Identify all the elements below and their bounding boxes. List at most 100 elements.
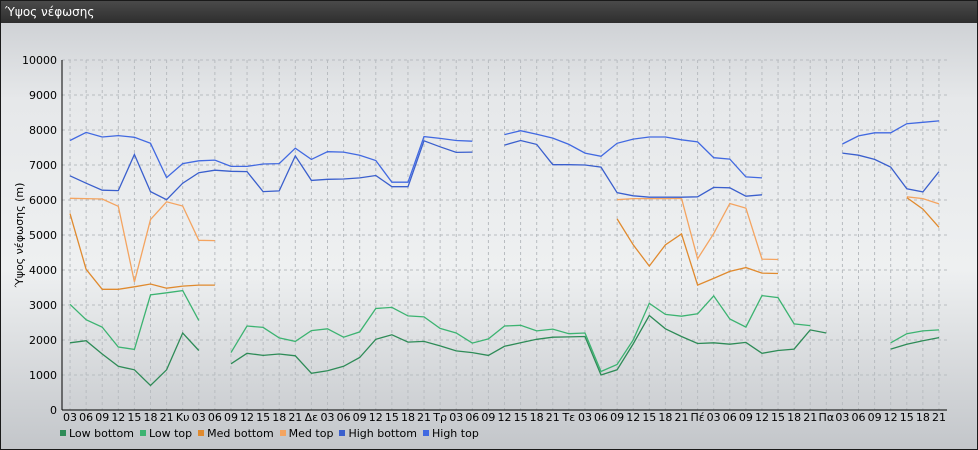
- x-tick-label: 21: [160, 411, 174, 424]
- y-tick-label: 7000: [29, 159, 57, 172]
- y-axis-label: Ύψος νέφωσης (m): [13, 183, 26, 289]
- x-tick-label: 18: [144, 411, 158, 424]
- x-tick-label: 15: [514, 411, 528, 424]
- x-tick-label: 03: [321, 411, 335, 424]
- y-tick-label: 4000: [29, 264, 57, 277]
- x-tick-label: 03: [63, 411, 77, 424]
- legend-label: Med top: [288, 426, 334, 440]
- x-tick-label: 06: [79, 411, 93, 424]
- x-tick-label: 18: [787, 411, 801, 424]
- x-tick-label: 12: [755, 411, 769, 424]
- x-tick-label: 18: [658, 411, 672, 424]
- x-tick-label: 03: [192, 411, 206, 424]
- series-line-segment: [842, 120, 940, 145]
- legend-item: High top: [423, 427, 479, 440]
- x-tick-label: 12: [111, 411, 125, 424]
- series-line-segment: [69, 213, 215, 290]
- y-tick-label: 6000: [29, 194, 57, 207]
- x-tick-label: 21: [546, 411, 560, 424]
- legend-swatch: [279, 430, 286, 436]
- x-tick-label: 21: [675, 411, 689, 424]
- series-0: [69, 314, 940, 387]
- series-line-segment: [69, 289, 200, 351]
- legend-label: High top: [432, 426, 479, 440]
- window-title: Ύψος νέφωσης: [1, 1, 977, 23]
- x-tick-label: 06: [852, 411, 866, 424]
- x-tick-label: 06: [594, 411, 608, 424]
- series-line-segment: [616, 218, 779, 286]
- legend-swatch: [339, 430, 346, 436]
- series-3: [69, 196, 940, 283]
- series-line-segment: [230, 314, 827, 376]
- x-tick-label: 06: [723, 411, 737, 424]
- series-line-segment: [69, 131, 473, 183]
- x-tick-label: 03: [835, 411, 849, 424]
- series-line-segment: [890, 336, 940, 350]
- x-tick-label: 09: [481, 411, 495, 424]
- legend: Low bottom Low top Med bottom Med top High b…: [60, 426, 479, 440]
- legend-label: Low bottom: [69, 426, 134, 440]
- x-tick-label: 09: [95, 411, 109, 424]
- y-tick-labels: 0 1000 2000 3000 4000 5000 6000 7000 8000 9000 100…: [22, 54, 57, 417]
- y-tick-label: 10000: [22, 54, 57, 67]
- legend-label: Low top: [148, 426, 193, 440]
- y-tick-label: 2000: [29, 334, 57, 347]
- series-5: [69, 120, 940, 183]
- x-tick-label: 15: [127, 411, 141, 424]
- series-line-segment: [842, 152, 940, 193]
- x-tick-label: 06: [208, 411, 222, 424]
- series-4: [69, 139, 940, 201]
- legend-swatch: [423, 430, 429, 436]
- x-tick-label: 15: [642, 411, 656, 424]
- y-tick-label: 5000: [29, 229, 57, 242]
- x-tick-label: 21: [803, 411, 817, 424]
- legend-item: Low bottom: [60, 427, 134, 440]
- x-tick-label: 03: [707, 411, 721, 424]
- series-2: [69, 197, 940, 290]
- series-line-segment: [69, 331, 200, 387]
- x-tick-label: Δε: [305, 411, 319, 424]
- x-tick-label: Τρ: [432, 411, 447, 424]
- y-tick-label: 1000: [29, 369, 57, 382]
- series-line-segment: [906, 197, 940, 228]
- axes: [61, 60, 947, 411]
- legend-label: High bottom: [348, 426, 417, 440]
- x-tick-label: 18: [916, 411, 930, 424]
- series-line-segment: [69, 139, 473, 201]
- x-tick-label: 15: [256, 411, 270, 424]
- x-tick-label: 21: [932, 411, 946, 424]
- legend-label: Med bottom: [207, 426, 274, 440]
- legend-swatch: [139, 430, 146, 436]
- series-lines: [69, 120, 940, 387]
- y-tick-label: 9000: [29, 89, 57, 102]
- x-tick-label: 03: [449, 411, 463, 424]
- legend-swatch: [60, 430, 66, 436]
- x-tick-label: 12: [240, 411, 254, 424]
- x-tick-label: 03: [578, 411, 592, 424]
- legend-item: Med bottom: [198, 427, 274, 440]
- x-tick-label: 09: [610, 411, 624, 424]
- grid: [62, 59, 947, 410]
- x-tick-label: 09: [739, 411, 753, 424]
- x-tick-label: Πα: [819, 411, 835, 424]
- series-line-segment: [906, 196, 940, 205]
- x-tick-label: 15: [771, 411, 785, 424]
- series-line-segment: [230, 294, 811, 373]
- series-1: [69, 289, 940, 373]
- x-tick-label: 15: [385, 411, 399, 424]
- series-line-segment: [69, 197, 215, 283]
- x-tick-label: 09: [224, 411, 238, 424]
- series-line-segment: [617, 197, 779, 261]
- x-tick-label: 18: [401, 411, 415, 424]
- legend-item: Low top: [139, 426, 193, 440]
- y-tick-label: 3000: [29, 299, 57, 312]
- x-tick-label: Κυ: [176, 411, 190, 424]
- y-tick-label: 8000: [29, 124, 57, 137]
- x-tick-label: 12: [626, 411, 640, 424]
- x-tick-label: Τε: [562, 411, 576, 424]
- x-tick-label: 06: [337, 411, 351, 424]
- legend-swatch: [198, 430, 205, 436]
- x-tick-label: 15: [900, 411, 914, 424]
- x-tick-label: 09: [353, 411, 367, 424]
